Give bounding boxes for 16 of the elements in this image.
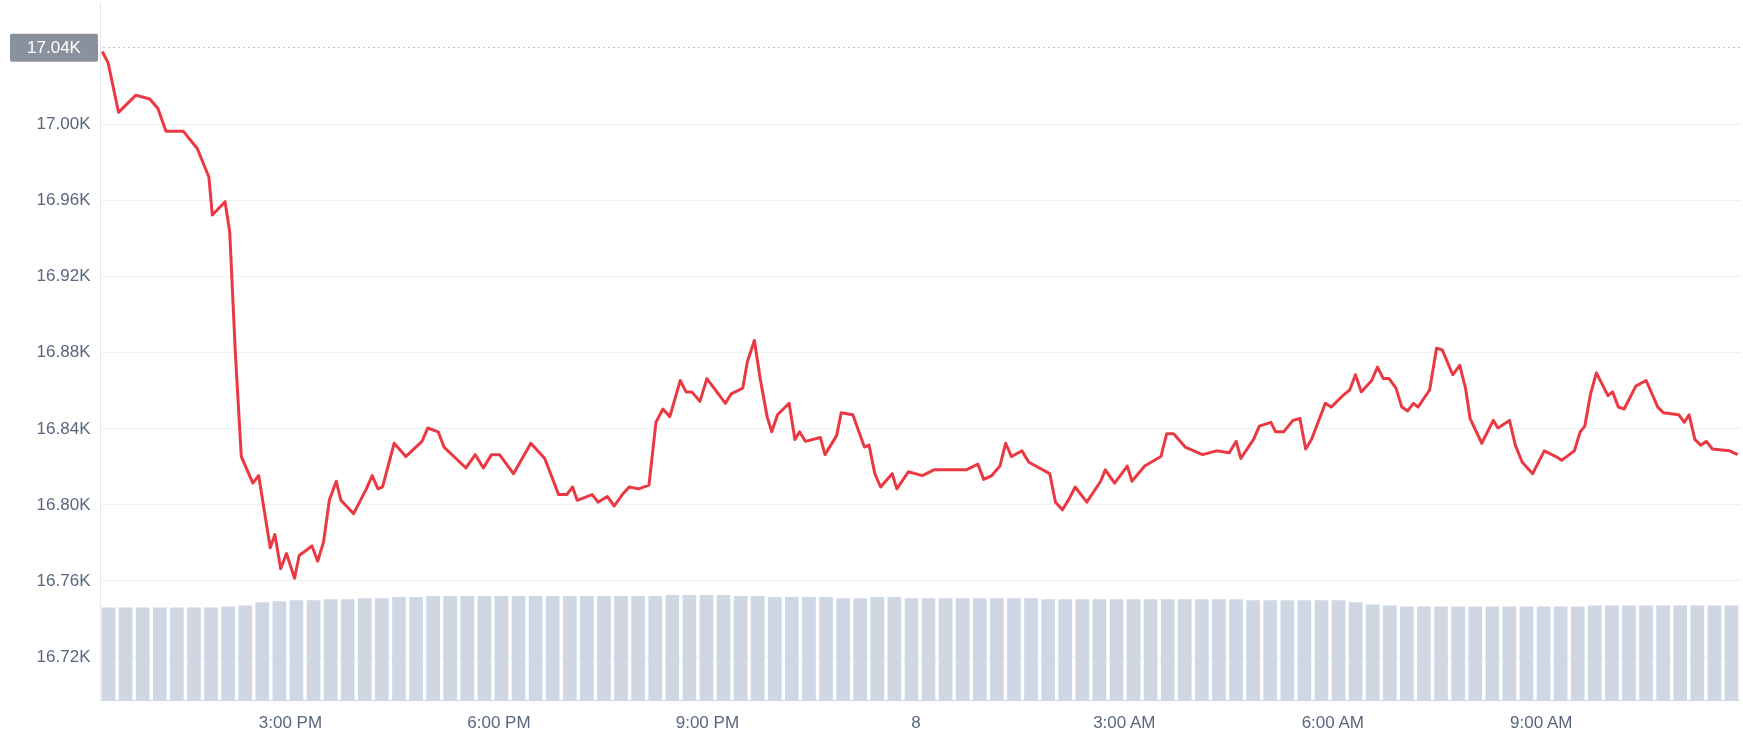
y-tick-label: 17.00K bbox=[36, 114, 92, 134]
y-tick-label: 16.80K bbox=[36, 494, 92, 514]
x-tick-label: 6:00 AM bbox=[1301, 712, 1364, 732]
y-tick-label: 16.88K bbox=[36, 342, 92, 362]
y-tick-label: 16.84K bbox=[36, 418, 92, 438]
x-tick-label: 9:00 AM bbox=[1510, 712, 1573, 732]
ref-line-label: 17.04K bbox=[27, 37, 82, 57]
x-tick-label: 8 bbox=[911, 712, 921, 732]
x-tick-label: 9:00 PM bbox=[675, 712, 740, 732]
x-tick-label: 3:00 PM bbox=[258, 712, 323, 732]
x-tick-label: 3:00 AM bbox=[1093, 712, 1156, 732]
y-tick-label: 16.96K bbox=[36, 190, 92, 210]
y-tick-label: 16.72K bbox=[36, 646, 92, 666]
y-tick-label: 16.76K bbox=[36, 570, 92, 590]
x-tick-label: 6:00 PM bbox=[467, 712, 531, 732]
y-tick-label: 16.92K bbox=[36, 266, 92, 286]
